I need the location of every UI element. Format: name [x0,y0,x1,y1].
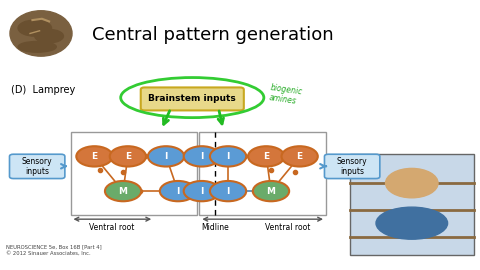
Circle shape [253,181,289,201]
Ellipse shape [18,42,56,52]
Text: I: I [164,152,168,161]
Circle shape [184,181,220,201]
FancyBboxPatch shape [141,87,244,110]
Circle shape [160,181,196,201]
Text: I: I [200,152,204,161]
Text: I: I [200,187,204,196]
Text: E: E [91,152,97,161]
FancyBboxPatch shape [350,154,474,255]
Text: Sensory
inputs: Sensory inputs [22,157,52,176]
Text: Ventral root: Ventral root [89,223,135,232]
Text: E: E [125,152,131,161]
Circle shape [281,146,318,167]
Text: I: I [227,187,230,196]
Text: Sensory
inputs: Sensory inputs [337,157,368,176]
Circle shape [76,146,113,167]
FancyBboxPatch shape [324,154,380,178]
Text: I: I [176,187,180,196]
Text: I: I [227,152,230,161]
Text: Central pattern generation: Central pattern generation [92,26,334,44]
Circle shape [148,146,184,167]
Circle shape [110,146,146,167]
FancyBboxPatch shape [10,154,65,178]
Text: Brainstem inputs: Brainstem inputs [148,94,236,103]
Text: Ventral root: Ventral root [265,223,311,232]
Ellipse shape [18,20,51,36]
Text: Midline: Midline [201,223,229,232]
Circle shape [210,181,246,201]
Ellipse shape [10,11,72,56]
Text: E: E [263,152,269,161]
Circle shape [248,146,284,167]
FancyBboxPatch shape [71,132,197,215]
Text: (D)  Lamprey: (D) Lamprey [11,85,75,94]
Text: M: M [119,187,128,196]
Text: biogenic
amines: biogenic amines [269,83,303,107]
Circle shape [105,181,141,201]
Text: NEUROSCIENCE 5e, Box 16B [Part 4]
© 2012 Sinauer Associates, Inc.: NEUROSCIENCE 5e, Box 16B [Part 4] © 2012… [6,245,102,255]
Circle shape [210,146,246,167]
Ellipse shape [376,207,447,239]
Circle shape [184,146,220,167]
Text: E: E [297,152,303,161]
Text: M: M [266,187,276,196]
Ellipse shape [35,29,63,43]
FancyBboxPatch shape [199,132,326,215]
Circle shape [385,168,438,198]
